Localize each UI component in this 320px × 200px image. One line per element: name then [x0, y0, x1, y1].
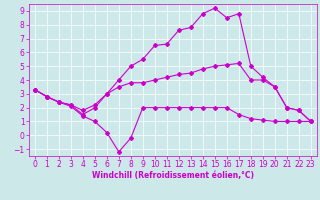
X-axis label: Windchill (Refroidissement éolien,°C): Windchill (Refroidissement éolien,°C): [92, 171, 254, 180]
